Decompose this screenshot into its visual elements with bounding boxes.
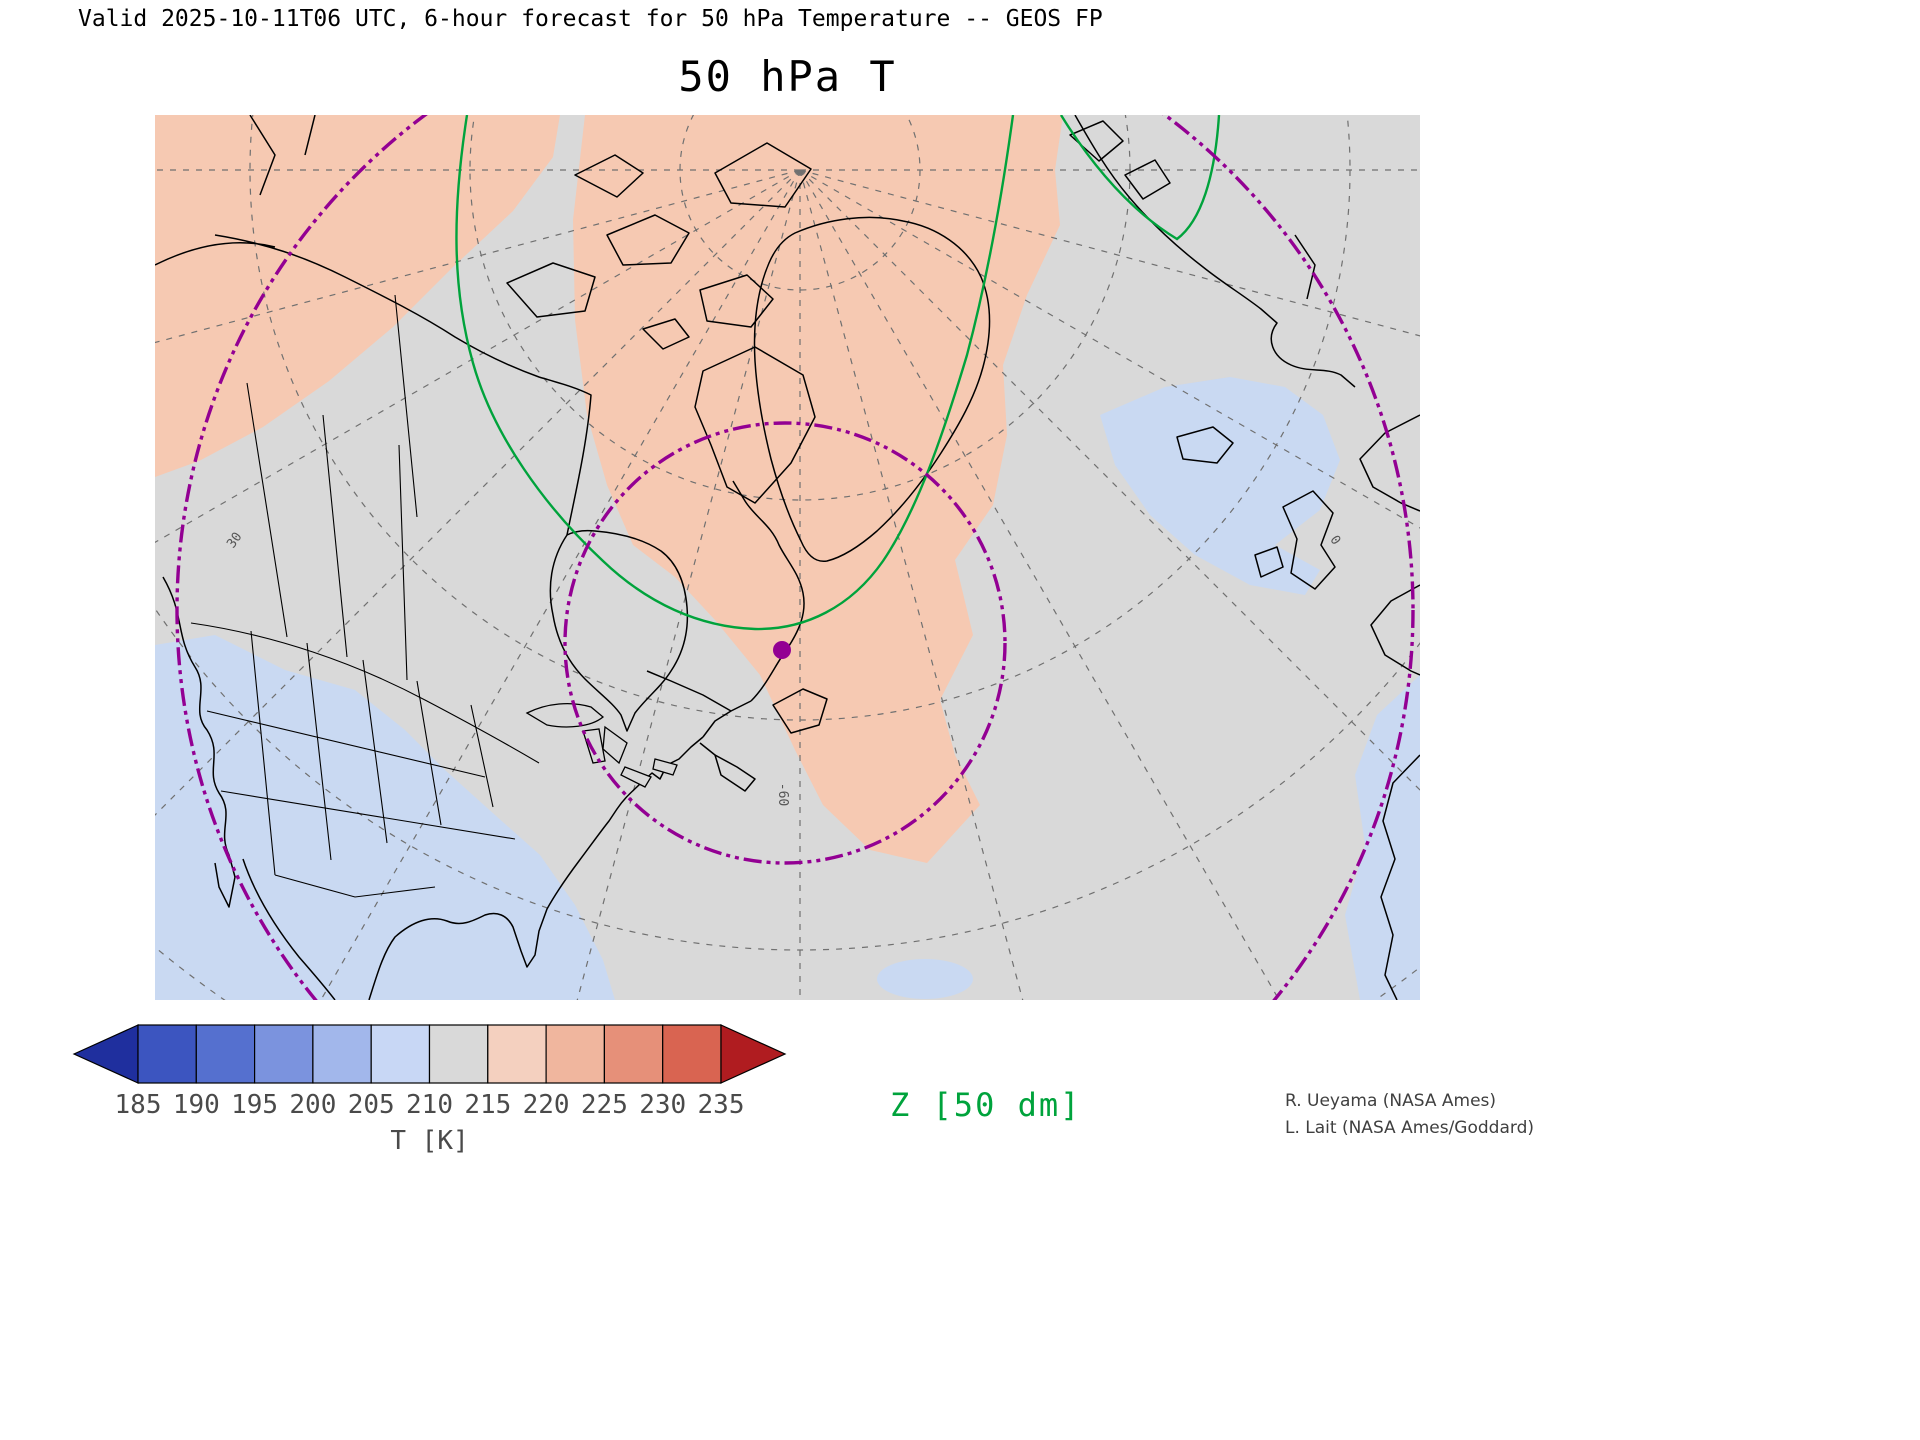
colorbar-tick: 225	[580, 1090, 628, 1120]
graticule-label-center: -60	[775, 782, 791, 807]
z-height-contour	[455, 115, 1221, 631]
vortex-center-marker	[773, 641, 791, 659]
credits: R. Ueyama (NASA Ames) L. Lait (NASA Ames…	[1285, 1088, 1534, 1142]
credit-line-1: R. Ueyama (NASA Ames)	[1285, 1091, 1497, 1111]
coastlines	[155, 115, 1420, 1000]
colorbar-svg	[72, 1024, 787, 1084]
colorbar-tick: 205	[347, 1090, 395, 1120]
colorbar-tick: 185	[114, 1090, 162, 1120]
colorbar-segment	[254, 1024, 314, 1084]
colorbar-over-arrow	[720, 1024, 787, 1084]
colorbar-tick: 210	[406, 1090, 453, 1120]
colorbar-tick: 220	[522, 1090, 570, 1120]
map-svg	[155, 115, 1420, 1000]
colorbar-tick-labels: 185 190 195 200 205 210 215 220 225 230 235	[72, 1090, 787, 1122]
graticule	[155, 115, 1420, 1000]
temperature-shading-warm	[155, 115, 1063, 863]
colorbar-segment	[487, 1024, 547, 1084]
colorbar-segment	[312, 1024, 372, 1084]
colorbar-tick: 235	[697, 1090, 745, 1120]
colorbar-segment	[428, 1024, 489, 1084]
plot-title: 50 hPa T	[678, 52, 897, 101]
colorbar-segment	[603, 1024, 664, 1084]
z-contour-label: Z [50 dm]	[890, 1086, 1082, 1124]
colorbar-tick: 190	[172, 1090, 220, 1120]
credit-line-2: L. Lait (NASA Ames/Goddard)	[1285, 1118, 1534, 1138]
colorbar-segment	[195, 1024, 256, 1084]
great-lakes	[525, 703, 678, 788]
colorbar-under-arrow	[72, 1024, 139, 1084]
colorbar-tick: 200	[289, 1090, 337, 1120]
colorbar-segment	[137, 1024, 197, 1084]
valid-time-line: Valid 2025-10-11T06 UTC, 6-hour forecast…	[78, 6, 1103, 32]
colorbar-segment	[545, 1024, 606, 1084]
colorbar-segment	[370, 1024, 431, 1084]
colorbar-segment	[662, 1024, 722, 1084]
colorbar-tick: 230	[639, 1090, 687, 1120]
map-panel: 30 -60 0	[155, 115, 1420, 1000]
colorbar-tick: 195	[231, 1090, 279, 1120]
colorbar-title: T [K]	[390, 1126, 469, 1156]
state-borders	[190, 294, 540, 898]
vortex-edge-contour	[175, 115, 1415, 1000]
colorbar-tick: 215	[464, 1090, 512, 1120]
